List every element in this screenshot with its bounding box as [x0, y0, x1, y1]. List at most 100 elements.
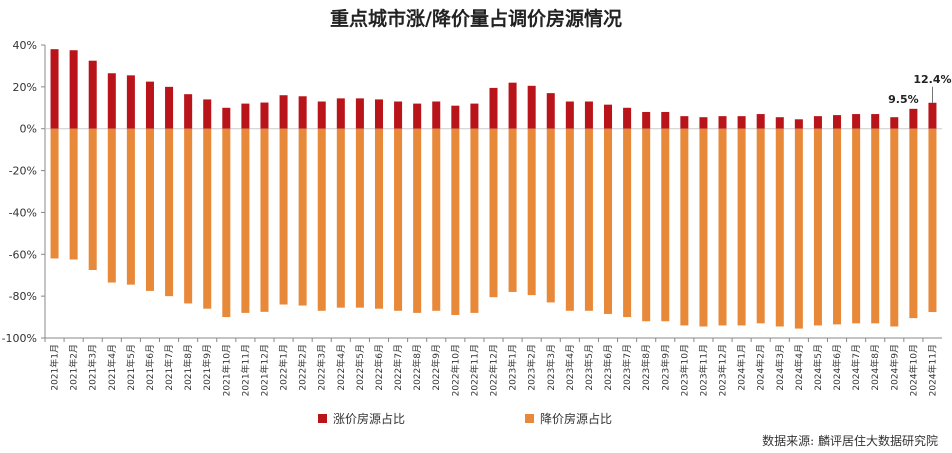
x-tick-label: 2024年9月: [888, 344, 900, 391]
bar-down: [852, 128, 861, 324]
bar-down: [871, 128, 880, 324]
x-tick-label: 2022年12月: [488, 344, 500, 396]
x-tick-label: 2021年9月: [201, 344, 213, 391]
bar-up: [833, 115, 842, 129]
legend-label-up: 涨价房源占比: [333, 412, 406, 426]
bar-down: [775, 128, 784, 327]
bar-up: [508, 82, 517, 129]
x-tick-label: 2023年5月: [583, 344, 595, 391]
bar-up: [699, 117, 708, 129]
bar-up: [394, 101, 403, 129]
bar-up: [794, 119, 803, 129]
bar-down: [298, 128, 307, 306]
bar-up: [756, 114, 765, 129]
bar-up: [680, 116, 689, 129]
bar-down: [680, 128, 689, 326]
annotation-label: 9.5%: [888, 93, 919, 106]
legend-item-up: 涨价房源占比: [318, 410, 405, 427]
x-tick-label: 2022年10月: [449, 344, 461, 396]
x-tick-label: 2022年7月: [392, 344, 404, 391]
bar-up: [298, 96, 307, 129]
x-tick-label: 2024年5月: [812, 344, 824, 391]
bar-up: [527, 85, 536, 129]
x-tick-label: 2023年6月: [602, 344, 614, 391]
bar-down: [145, 128, 154, 291]
x-tick-label: 2023年12月: [717, 344, 729, 396]
x-tick-label: 2023年7月: [621, 344, 633, 391]
bar-up: [489, 87, 498, 129]
bar-up: [355, 98, 364, 129]
bar-down: [699, 128, 708, 327]
legend: 涨价房源占比 降价房源占比: [318, 410, 612, 427]
bar-down: [184, 128, 193, 304]
bar-down: [756, 128, 765, 324]
y-tick-label: 20%: [13, 81, 37, 94]
bar-up: [107, 73, 116, 129]
legend-label-down: 降价房源占比: [540, 412, 613, 426]
bar-up: [718, 116, 727, 129]
bar-up: [413, 103, 422, 129]
x-tick-label: 2024年8月: [869, 344, 881, 391]
y-tick-label: -40%: [9, 206, 37, 219]
bar-up: [165, 86, 174, 129]
bar-down: [642, 128, 651, 322]
bar-up: [432, 101, 441, 129]
bar-down: [604, 128, 613, 314]
x-tick-label: 2024年6月: [831, 344, 843, 391]
x-tick-label: 2024年4月: [793, 344, 805, 391]
bar-up: [184, 94, 193, 129]
bar-up: [374, 99, 383, 129]
bar-down: [451, 128, 460, 315]
bar-down: [222, 128, 231, 318]
x-tick-label: 2021年12月: [258, 344, 270, 396]
bar-down: [336, 128, 345, 308]
annotations: 9.5% 12.4%: [888, 73, 951, 106]
bar-down: [909, 128, 918, 319]
x-tick-label: 2021年5月: [125, 344, 137, 391]
x-tick-label: 2024年2月: [755, 344, 767, 391]
bar-up: [546, 93, 555, 129]
bar-up: [317, 101, 326, 129]
bar-down: [107, 128, 116, 283]
x-tick-label: 2021年3月: [87, 344, 99, 391]
bar-down: [374, 128, 383, 309]
bar-up: [737, 116, 746, 129]
x-tick-label: 2022年8月: [411, 344, 423, 391]
x-tick-label: 2021年8月: [182, 344, 194, 391]
x-tick-label: 2022年1月: [278, 344, 290, 391]
bar-down: [489, 128, 498, 298]
bar-down: [584, 128, 593, 311]
bar-up: [145, 81, 154, 129]
bar-down: [279, 128, 288, 305]
y-tick-label: -80%: [9, 290, 37, 303]
bar-up: [222, 107, 231, 129]
bar-up: [871, 114, 880, 129]
x-tick-label: 2021年4月: [106, 344, 118, 391]
bar-down: [88, 128, 97, 270]
x-tick-label: 2023年8月: [640, 344, 652, 391]
y-tick-label: -20%: [9, 165, 37, 178]
x-tick-label: 2024年1月: [736, 344, 748, 391]
x-tick-label: 2024年7月: [850, 344, 862, 391]
bar-down: [527, 128, 536, 296]
bar-up: [241, 103, 250, 129]
x-tick-label: 2023年11月: [697, 344, 709, 396]
x-tick-label: 2022年11月: [468, 344, 480, 396]
bar-down: [50, 128, 59, 259]
x-tick-label: 2021年6月: [144, 344, 156, 391]
bar-down: [260, 128, 269, 312]
chart-title: 重点城市涨/降价量占调价房源情况: [330, 8, 622, 30]
x-tick-label: 2021年1月: [49, 344, 61, 391]
bar-down: [432, 128, 441, 311]
x-tick-label: 2023年3月: [545, 344, 557, 391]
bar-down: [355, 128, 364, 308]
bar-down: [413, 128, 422, 313]
x-tick-label: 2024年3月: [774, 344, 786, 391]
x-tick-label: 2023年9月: [659, 344, 671, 391]
bar-down: [241, 128, 250, 313]
x-tick-label: 2022年5月: [354, 344, 366, 391]
bar-down: [126, 128, 135, 285]
bar-down: [928, 128, 937, 313]
bar-up: [604, 104, 613, 129]
source-note: 数据来源: 麟评居住大数据研究院: [762, 434, 938, 448]
